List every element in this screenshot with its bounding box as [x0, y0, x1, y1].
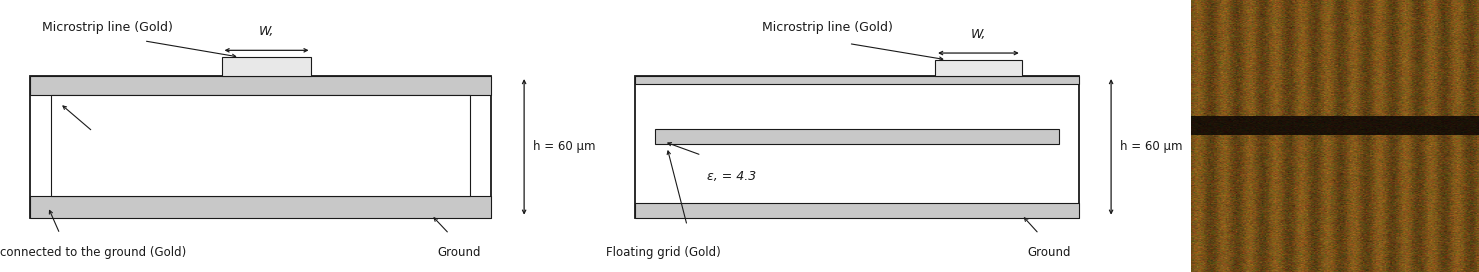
Text: W,: W,	[259, 25, 274, 38]
Bar	[30, 196, 491, 218]
Bar	[935, 60, 1022, 76]
Text: W,: W,	[970, 28, 986, 41]
Text: h = 60 μm: h = 60 μm	[532, 140, 596, 153]
Text: ε, = 4.3: ε, = 4.3	[707, 171, 757, 184]
Text: Microstrip line (Gold): Microstrip line (Gold)	[41, 21, 173, 34]
Text: ε, = 4.3: ε, = 4.3	[99, 144, 148, 157]
Bar	[636, 203, 1080, 218]
Text: Ground: Ground	[1028, 246, 1071, 259]
Bar	[636, 76, 1080, 84]
Text: Ground: Ground	[438, 246, 481, 259]
Text: connected to the ground (Gold): connected to the ground (Gold)	[0, 246, 186, 259]
Text: Floating grid (Gold): Floating grid (Gold)	[606, 246, 722, 259]
Bar	[636, 76, 1080, 218]
Bar	[30, 76, 491, 218]
Text: Microstrip line (Gold): Microstrip line (Gold)	[762, 21, 893, 34]
Bar	[50, 95, 470, 196]
Bar	[222, 57, 312, 76]
Text: h = 60 μm: h = 60 μm	[1120, 140, 1182, 153]
Bar	[655, 129, 1059, 144]
Bar	[30, 76, 491, 95]
